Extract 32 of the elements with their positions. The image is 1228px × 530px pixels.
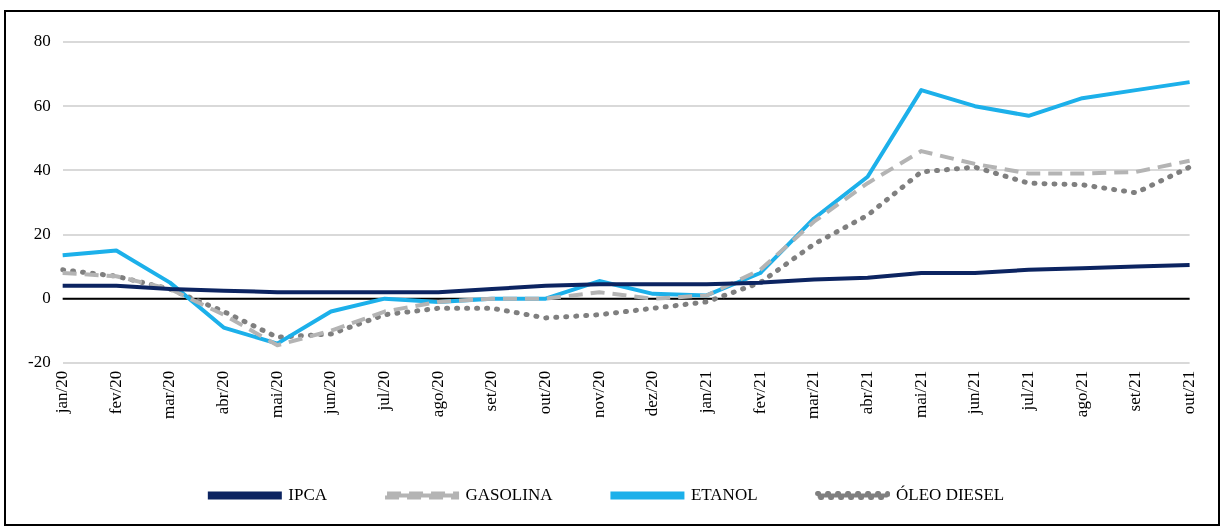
legend-label: ÓLEO DIESEL: [896, 484, 1005, 504]
y-tick-label: 0: [42, 288, 51, 308]
x-tick-label: mai/20: [266, 370, 286, 419]
y-tick-label: 20: [33, 223, 51, 243]
x-tick-label: out/21: [1179, 370, 1199, 415]
legend-label: IPCA: [288, 484, 328, 504]
x-tick-label: set/21: [1125, 370, 1145, 412]
y-tick-label: 80: [33, 31, 51, 51]
legend-label: ETANOL: [690, 484, 758, 504]
x-tick-label: jul/21: [1018, 370, 1038, 412]
x-tick-label: fev/20: [105, 370, 125, 415]
x-tick-label: jan/21: [696, 370, 716, 415]
legend-label: GASOLINA: [465, 484, 554, 504]
x-tick-label: mar/20: [159, 370, 179, 419]
x-tick-label: abr/20: [213, 370, 233, 415]
x-tick-label: ago/21: [1071, 370, 1091, 418]
x-tick-label: out/20: [535, 370, 555, 415]
x-tick-label: mai/21: [910, 370, 930, 419]
x-tick-label: jun/20: [320, 370, 340, 416]
x-tick-label: set/20: [481, 370, 501, 412]
x-tick-label: abr/21: [857, 370, 877, 415]
y-tick-label: 40: [33, 159, 51, 179]
x-tick-label: jan/20: [52, 370, 72, 415]
x-tick-label: mar/21: [803, 370, 823, 419]
y-tick-label: -20: [27, 352, 51, 372]
x-tick-label: nov/20: [588, 370, 608, 419]
y-tick-label: 60: [33, 95, 51, 115]
x-tick-label: ago/20: [427, 370, 447, 418]
x-tick-label: jul/20: [374, 370, 394, 412]
x-tick-label: dez/20: [642, 370, 662, 417]
x-tick-label: jun/21: [964, 370, 984, 416]
x-tick-label: fev/21: [749, 370, 769, 415]
